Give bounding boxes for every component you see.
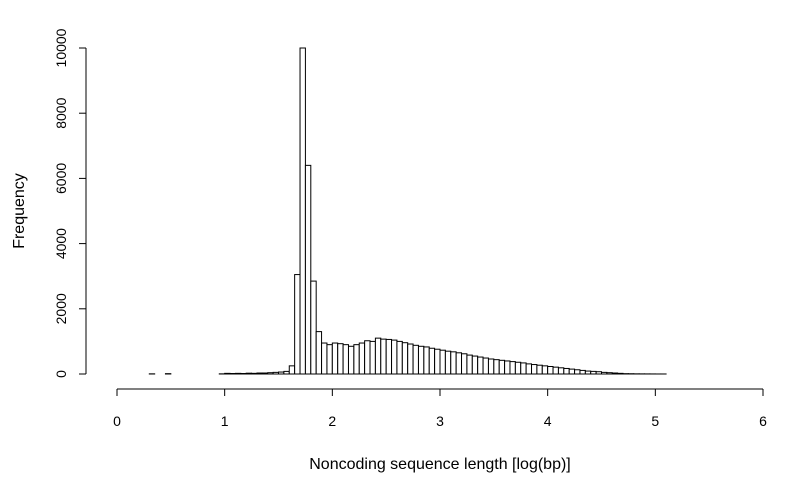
histogram-bar <box>256 372 263 375</box>
histogram-bar <box>471 355 479 375</box>
histogram-bar <box>364 340 371 375</box>
y-tick-label: 4000 <box>53 228 69 259</box>
histogram-bar <box>428 347 436 375</box>
histogram-bar <box>251 372 258 375</box>
histogram-bar <box>601 371 608 375</box>
x-tick-label: 4 <box>544 413 552 429</box>
histogram-bar <box>547 366 554 375</box>
histogram-bar <box>579 369 586 375</box>
histogram-bar <box>278 371 285 375</box>
y-tick-label: 8000 <box>53 97 69 128</box>
histogram-bar <box>439 349 446 375</box>
histogram-bar <box>617 372 624 375</box>
histogram-bar <box>310 280 317 375</box>
histogram-bar <box>380 338 387 375</box>
histogram-bar <box>234 372 242 375</box>
y-axis: 0 2000 4000 6000 8000 10000 <box>53 28 87 378</box>
histogram-bar <box>267 372 274 375</box>
histogram-bar <box>590 370 597 375</box>
histogram-bar <box>504 360 511 375</box>
histogram-bar <box>369 340 376 375</box>
histogram-bar <box>466 354 473 375</box>
histogram-bar <box>245 372 253 375</box>
histogram-bars <box>148 47 667 375</box>
histogram-bar <box>283 370 290 375</box>
histogram-bar <box>315 331 323 375</box>
histogram-bar <box>304 164 312 375</box>
histogram-bar <box>531 364 538 375</box>
histogram-bar <box>331 342 339 375</box>
histogram-bar <box>224 372 231 375</box>
histogram-bar <box>536 364 543 375</box>
x-tick-label: 0 <box>113 413 121 429</box>
histogram-bar <box>261 372 269 375</box>
histogram-bar <box>514 361 522 375</box>
x-tick-label: 5 <box>651 413 659 429</box>
histogram-bar <box>509 361 516 375</box>
histogram-bar <box>342 344 349 375</box>
x-axis: 0 1 2 3 4 5 6 <box>113 388 767 429</box>
x-tick-label: 1 <box>221 413 229 429</box>
histogram-bar <box>493 359 500 375</box>
histogram-bar <box>407 343 414 375</box>
histogram-bar <box>606 372 613 375</box>
histogram-bar <box>498 359 506 375</box>
histogram-bar <box>299 47 306 375</box>
y-tick-label: 10000 <box>53 28 69 67</box>
y-tick-label: 6000 <box>53 163 69 194</box>
histogram-bar <box>321 342 328 375</box>
histogram-bar <box>391 339 398 375</box>
histogram-bar <box>412 344 419 375</box>
histogram-bar <box>455 352 463 375</box>
y-tick-label: 2000 <box>53 293 69 324</box>
histogram-bar <box>595 371 602 375</box>
histogram-bar <box>434 348 441 375</box>
histogram-bar <box>337 343 344 375</box>
histogram-bar <box>574 369 581 375</box>
histogram-bar <box>450 351 457 375</box>
histogram-bar <box>358 342 366 375</box>
histogram-bar <box>477 356 484 375</box>
histogram-bar <box>557 367 565 375</box>
histogram-bar <box>347 345 355 375</box>
histogram-bar <box>423 346 430 375</box>
histogram-bar <box>288 365 296 375</box>
x-tick-label: 3 <box>436 413 444 429</box>
histogram-bar <box>611 372 619 375</box>
histogram-bar <box>552 366 559 375</box>
x-axis-title: Noncoding sequence length [log(bp)] <box>309 456 571 473</box>
y-tick-label: 0 <box>53 370 69 378</box>
histogram-bar <box>374 337 382 375</box>
y-axis-title: Frequency <box>11 173 28 249</box>
histogram-bar <box>444 350 452 375</box>
histogram-bar <box>568 368 576 375</box>
histogram-bar <box>326 344 333 375</box>
histogram-bar <box>461 353 468 375</box>
histogram-bar <box>353 344 360 375</box>
histogram-bar <box>487 358 495 375</box>
x-tick-label: 2 <box>328 413 336 429</box>
histogram-bar <box>294 274 301 375</box>
histogram-bar <box>520 362 527 375</box>
histogram-bar <box>417 345 425 375</box>
histogram-bar <box>525 363 533 375</box>
histogram-bar <box>385 338 393 375</box>
histogram-bar <box>563 367 570 375</box>
histogram-bar <box>401 342 409 375</box>
histogram-bar <box>584 370 592 375</box>
histogram-bar <box>482 357 489 375</box>
histogram-bar <box>541 365 549 375</box>
histogram-bar <box>272 371 279 375</box>
histogram-bar <box>396 340 403 375</box>
x-tick-label: 6 <box>759 413 767 429</box>
